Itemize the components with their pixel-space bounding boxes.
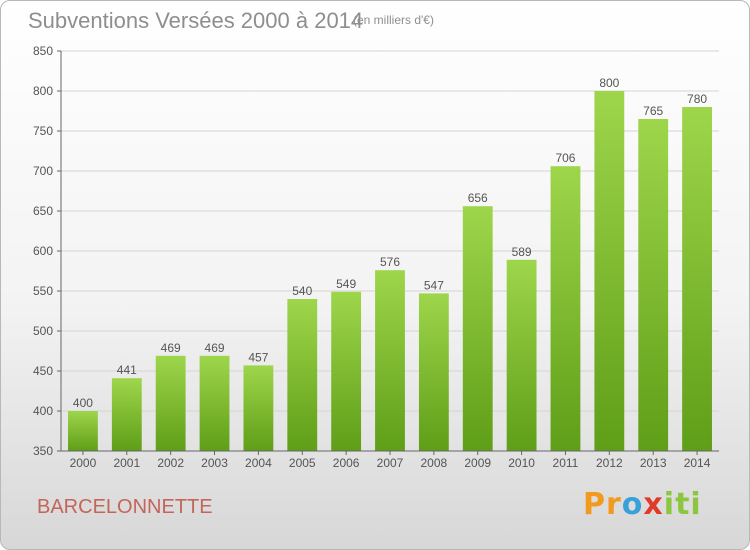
- x-tick-label: 2014: [684, 456, 711, 470]
- logo-letter: t: [675, 487, 691, 522]
- y-tick-label: 600: [33, 244, 53, 258]
- bar: [550, 166, 581, 451]
- labels: 350 400 450 500 550 600 650 700 750 800 850 2000 400…: [33, 44, 711, 470]
- data-label: 576: [380, 255, 400, 269]
- data-label: 549: [336, 277, 356, 291]
- logo-letter: i: [663, 487, 676, 522]
- logo-letter: i: [690, 487, 702, 522]
- y-tick-label: 550: [33, 284, 53, 298]
- logo-letter: o: [621, 487, 644, 522]
- x-tick-label: 2013: [640, 456, 667, 470]
- data-label: 457: [248, 350, 268, 364]
- logo-letter: x: [643, 487, 664, 522]
- y-tick-label: 500: [33, 324, 53, 338]
- bar: [638, 119, 669, 451]
- data-label: 547: [424, 278, 444, 292]
- bar: [155, 355, 186, 451]
- x-tick-label: 2012: [596, 456, 623, 470]
- chart-subtitle: (en milliers d'€): [353, 13, 434, 27]
- data-label: 400: [73, 396, 93, 410]
- x-tick-label: 2008: [421, 456, 448, 470]
- proxiti-logo: Proxiti: [583, 487, 702, 522]
- bar: [199, 355, 230, 451]
- bar: [506, 259, 537, 451]
- y-tick-label: 350: [33, 444, 53, 458]
- data-label: 800: [599, 76, 619, 90]
- x-tick-label: 2007: [377, 456, 404, 470]
- bar: [331, 291, 362, 451]
- bar: [287, 299, 318, 451]
- bar: [594, 91, 625, 451]
- x-tick-label: 2009: [464, 456, 491, 470]
- data-label: 469: [161, 341, 181, 355]
- y-tick-label: 650: [33, 204, 53, 218]
- y-tick-label: 850: [33, 44, 53, 58]
- x-tick-label: 2010: [508, 456, 535, 470]
- y-tick-label: 700: [33, 164, 53, 178]
- x-tick-label: 2000: [70, 456, 97, 470]
- x-tick-label: 2011: [553, 456, 579, 470]
- bar: [68, 411, 98, 451]
- data-label: 441: [117, 363, 137, 377]
- data-label: 780: [687, 92, 707, 106]
- bars: [68, 91, 712, 451]
- logo-letter: r: [606, 487, 622, 522]
- data-label: 706: [555, 151, 575, 165]
- chart-title: Subventions Versées 2000 à 2014: [28, 8, 364, 33]
- x-tick-label: 2001: [113, 456, 140, 470]
- y-tick-label: 800: [33, 84, 53, 98]
- data-label: 469: [205, 341, 225, 355]
- x-tick-label: 2005: [289, 456, 316, 470]
- bar: [462, 206, 493, 451]
- data-label: 656: [468, 191, 488, 205]
- x-tick-label: 2006: [333, 456, 360, 470]
- data-label: 540: [292, 284, 312, 298]
- location-name: BARCELONNETTE: [37, 496, 213, 518]
- axes: [57, 50, 719, 455]
- bar: [243, 365, 274, 451]
- bar: [375, 270, 405, 451]
- y-tick-label: 400: [33, 404, 53, 418]
- x-tick-label: 2003: [201, 456, 228, 470]
- y-tick-label: 750: [33, 124, 53, 138]
- x-tick-label: 2002: [157, 456, 184, 470]
- bar: [418, 293, 449, 451]
- logo-letter: P: [583, 487, 606, 522]
- bar: [111, 378, 142, 451]
- data-label: 589: [512, 245, 532, 259]
- data-label: 765: [643, 104, 663, 118]
- y-tick-label: 450: [33, 364, 53, 378]
- bar: [682, 107, 712, 451]
- x-tick-label: 2004: [245, 456, 272, 470]
